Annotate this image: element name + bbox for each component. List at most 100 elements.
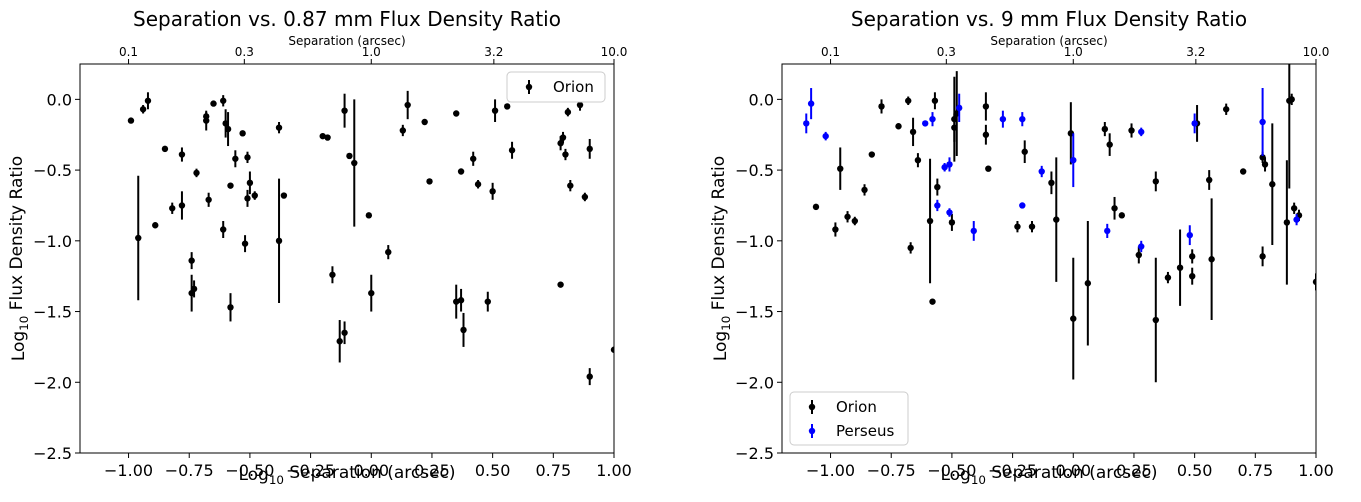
data-point	[1289, 96, 1295, 102]
top-tick-label: 1.0	[362, 45, 381, 59]
data-point	[1189, 273, 1195, 279]
x-tick-label: 0.75	[536, 461, 572, 480]
data-point	[232, 156, 238, 162]
data-point	[1138, 243, 1144, 249]
top-tick-label: 0.1	[119, 45, 138, 59]
chart-title: Separation vs. 0.87 mm Flux Density Rati…	[133, 7, 561, 31]
data-point	[852, 218, 858, 224]
data-point	[1138, 129, 1144, 135]
y-tick-label: −2.0	[33, 373, 72, 392]
data-point	[1000, 116, 1006, 122]
data-point	[426, 178, 432, 184]
data-point	[822, 133, 828, 139]
legend-marker	[809, 428, 815, 434]
data-point	[152, 222, 158, 228]
data-point	[1262, 161, 1268, 167]
legend: Orion	[507, 72, 605, 102]
data-point	[905, 98, 911, 104]
data-point	[910, 129, 916, 135]
top-tick-label: 0.1	[821, 45, 840, 59]
data-point	[915, 157, 921, 163]
data-point	[587, 146, 593, 152]
plot-frame	[80, 64, 614, 453]
data-point	[1177, 264, 1183, 270]
data-point	[1111, 205, 1117, 211]
data-point	[907, 245, 913, 251]
y-tick-label: −2.0	[735, 373, 774, 392]
y-tick-label: −1.0	[33, 232, 72, 251]
data-point	[1019, 116, 1025, 122]
top-tick-label: 3.2	[484, 45, 503, 59]
data-point	[244, 195, 250, 201]
data-point	[368, 290, 374, 296]
data-point	[562, 151, 568, 157]
data-point	[458, 168, 464, 174]
data-point	[276, 124, 282, 130]
y-axis-label: Log10 Flux Density Ratio	[709, 156, 733, 361]
data-point	[247, 180, 253, 186]
data-point	[1240, 168, 1246, 174]
data-point	[1014, 223, 1020, 229]
x-tick-label: 1.00	[1298, 461, 1334, 480]
data-point	[1223, 106, 1229, 112]
data-point	[475, 181, 481, 187]
legend-label: Orion	[836, 398, 877, 416]
data-point	[869, 151, 875, 157]
data-point	[191, 286, 197, 292]
data-point	[1206, 177, 1212, 183]
data-point	[169, 205, 175, 211]
data-point	[1128, 127, 1134, 133]
data-point	[1119, 212, 1125, 218]
data-point	[832, 226, 838, 232]
legend-marker	[526, 84, 532, 90]
data-point	[341, 330, 347, 336]
data-point	[341, 107, 347, 113]
data-point	[203, 113, 209, 119]
data-point	[1153, 178, 1159, 184]
x-tick-label: −0.75	[165, 461, 214, 480]
data-point	[565, 109, 571, 115]
y-tick-label: −1.0	[735, 232, 774, 251]
series-orion	[128, 91, 617, 385]
y-tick-label: 0.0	[749, 90, 774, 109]
data-point	[281, 192, 287, 198]
data-point	[385, 249, 391, 255]
data-point	[1104, 228, 1110, 234]
data-point	[861, 187, 867, 193]
y-tick-label: −0.5	[33, 161, 72, 180]
data-point	[1048, 180, 1054, 186]
data-point	[946, 161, 952, 167]
x-tick-label: −1.00	[104, 461, 153, 480]
data-point	[934, 184, 940, 190]
data-point	[1070, 315, 1076, 321]
chart-title: Separation vs. 9 mm Flux Density Ratio	[851, 7, 1247, 31]
x-tick-label: 0.75	[1238, 461, 1274, 480]
top-tick-label: 10.0	[601, 45, 628, 59]
data-point	[400, 127, 406, 133]
data-point	[808, 100, 814, 106]
data-point	[504, 103, 510, 109]
data-point	[582, 194, 588, 200]
data-point	[1070, 157, 1076, 163]
data-point	[946, 209, 952, 215]
data-point	[1284, 219, 1290, 225]
data-point	[509, 147, 515, 153]
data-point	[453, 110, 459, 116]
top-tick-label: 1.0	[1064, 45, 1083, 59]
data-point	[983, 103, 989, 109]
data-point	[205, 197, 211, 203]
data-point	[404, 102, 410, 108]
data-point	[560, 134, 566, 140]
data-point	[337, 338, 343, 344]
data-point	[421, 119, 427, 125]
data-point	[252, 192, 258, 198]
data-point	[587, 373, 593, 379]
data-point	[922, 120, 928, 126]
y-axis-label: Log10 Flux Density Ratio	[7, 156, 31, 361]
data-point	[1029, 223, 1035, 229]
data-point	[227, 182, 233, 188]
data-point	[179, 151, 185, 157]
data-point	[492, 107, 498, 113]
data-point	[220, 98, 226, 104]
